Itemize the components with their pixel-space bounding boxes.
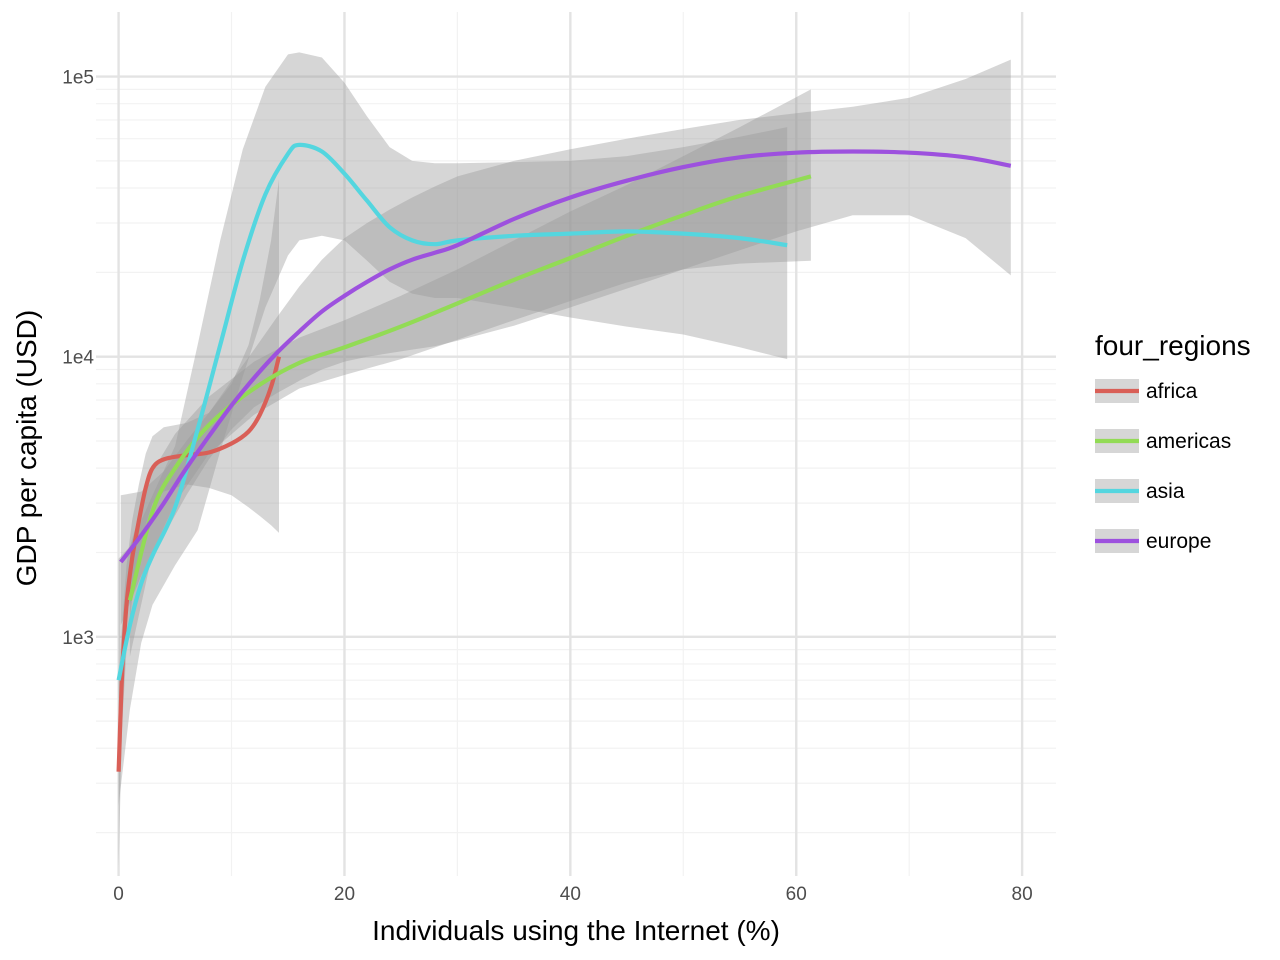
x-tick-label: 20	[334, 884, 355, 905]
y-tick-label: 1e4	[62, 348, 94, 369]
y-tick-label: 1e5	[62, 68, 94, 89]
legend-item-americas: americas	[1095, 429, 1231, 453]
legend-label: africa	[1146, 380, 1198, 403]
x-axis-title: Individuals using the Internet (%)	[372, 915, 780, 946]
legend-item-europe: europe	[1095, 529, 1211, 553]
x-tick-label: 60	[786, 884, 807, 905]
legend-item-africa: africa	[1095, 379, 1198, 403]
legend-item-asia: asia	[1095, 479, 1185, 503]
ribbon-europe	[120, 59, 1011, 626]
y-tick-label: 1e3	[62, 628, 94, 649]
series-lines	[116, 142, 1012, 772]
y-axis-title: GDP per capita (USD)	[11, 310, 42, 586]
x-tick-label: 0	[113, 884, 124, 905]
confidence-ribbons	[118, 52, 1011, 868]
x-tick-label: 80	[1012, 884, 1033, 905]
x-axis-ticks: 0 20 40 60 80	[113, 884, 1032, 905]
legend: four_regions africa americas asia europe	[1095, 330, 1251, 553]
y-axis-ticks: 1e3 1e4 1e5	[62, 68, 94, 649]
legend-label: europe	[1146, 530, 1211, 553]
minor-gridlines	[96, 12, 1056, 876]
ribbon-asia	[118, 52, 788, 806]
series-line-europe	[119, 149, 1012, 564]
legend-label: asia	[1146, 480, 1185, 503]
legend-items: africa americas asia europe	[1095, 379, 1231, 553]
x-tick-label: 40	[560, 884, 581, 905]
series-line-africa	[116, 356, 282, 772]
series-line-asia	[116, 142, 788, 681]
series-line-americas	[127, 174, 812, 601]
legend-title: four_regions	[1095, 330, 1251, 361]
legend-label: americas	[1146, 430, 1231, 453]
